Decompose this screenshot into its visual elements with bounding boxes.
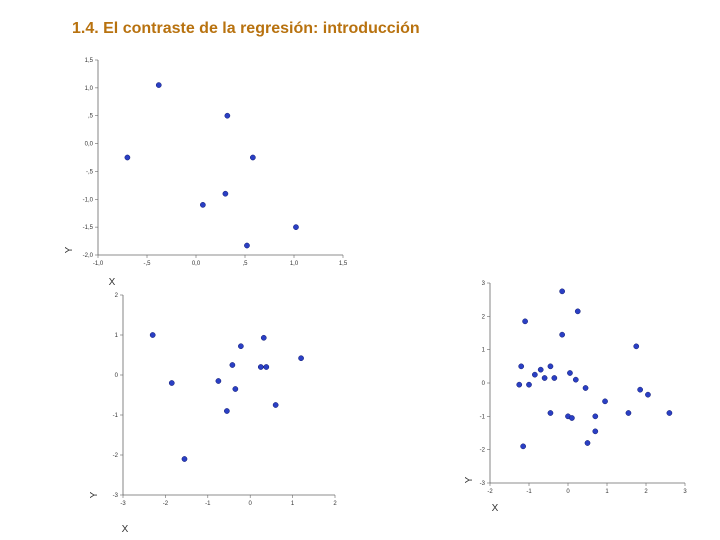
x-axis-label: X [122, 524, 129, 535]
data-point [298, 355, 304, 362]
y-tick-label: ,5 [88, 114, 94, 120]
y-tick-label: -2 [113, 453, 119, 459]
x-tick-label: -3 [120, 501, 126, 507]
x-axis-label: X [492, 503, 499, 514]
data-point [222, 190, 229, 197]
y-axis-label: Y [64, 246, 75, 253]
data-point [532, 371, 538, 378]
data-point [602, 398, 608, 405]
y-tick-label: 1,5 [85, 58, 94, 64]
x-tick-label: -1,0 [93, 261, 104, 267]
data-point [229, 362, 236, 368]
x-tick-label: 0 [249, 501, 253, 507]
data-point [551, 375, 558, 381]
data-point [516, 381, 523, 388]
data-point [520, 443, 527, 450]
x-tick-label: 1 [605, 489, 609, 495]
data-point [559, 331, 566, 338]
x-tick-label: 1,0 [290, 261, 299, 267]
y-tick-label: 2 [482, 314, 486, 320]
x-tick-label: -1 [526, 489, 532, 495]
data-point [257, 364, 264, 370]
y-tick-label: 1 [482, 348, 486, 354]
x-tick-label: 2 [333, 501, 337, 507]
data-point [293, 224, 299, 230]
data-point [224, 112, 231, 119]
data-point [215, 378, 222, 384]
data-point [272, 402, 279, 408]
data-point [181, 456, 188, 462]
x-tick-label: -2 [163, 501, 169, 507]
data-point [244, 242, 250, 249]
data-point [592, 428, 599, 435]
x-tick-label: 1,5 [339, 261, 348, 267]
data-point [572, 376, 579, 383]
data-point [541, 375, 548, 381]
y-tick-label: 0,0 [85, 142, 94, 148]
x-tick-label: 1 [291, 501, 295, 507]
y-tick-label: 3 [482, 281, 486, 287]
x-tick-label: -1 [205, 501, 211, 507]
y-tick-label: -3 [480, 481, 486, 487]
x-tick-label: 0,0 [192, 261, 201, 267]
data-point [518, 363, 525, 370]
y-axis-label: Y [89, 491, 100, 498]
data-point [260, 334, 267, 341]
y-tick-label: -3 [113, 493, 119, 499]
y-axis-label: Y [464, 476, 475, 483]
data-point [155, 82, 162, 88]
data-point [625, 410, 632, 416]
y-tick-label: -2 [480, 448, 486, 454]
data-point [547, 410, 554, 416]
data-point [633, 343, 640, 350]
data-point [666, 410, 673, 416]
x-axis-label: X [109, 277, 116, 288]
y-tick-label: -1 [113, 413, 119, 419]
data-point [537, 366, 544, 373]
y-tick-label: -1,0 [83, 197, 94, 203]
y-tick-label: -1,5 [83, 225, 94, 231]
data-point [522, 318, 528, 325]
data-point [569, 415, 575, 421]
y-tick-label: -2,0 [83, 253, 94, 259]
y-tick-label: 0 [482, 381, 486, 387]
data-point [637, 386, 643, 393]
data-point [526, 381, 532, 388]
data-point [547, 363, 554, 370]
slide-title: 1.4. El contraste de la regresión: intro… [72, 20, 420, 37]
y-tick-label: 1,0 [85, 86, 94, 92]
data-point [559, 288, 566, 295]
x-tick-label: 0 [566, 489, 570, 495]
data-point [582, 385, 589, 391]
data-point [249, 154, 256, 161]
x-tick-label: -2 [487, 489, 493, 495]
data-point [124, 154, 131, 161]
x-tick-label: -,5 [143, 261, 151, 267]
data-point [592, 413, 599, 420]
data-point [567, 370, 573, 376]
y-tick-label: 0 [115, 373, 119, 379]
data-point [149, 332, 156, 338]
data-point [168, 380, 175, 386]
data-point [232, 386, 239, 392]
data-point [574, 308, 581, 315]
x-tick-label: 3 [683, 489, 687, 495]
data-point [200, 202, 206, 208]
scatter-plot-bottom-left: -3 -2 -1 0 1 2 2 1 0 -1 -2 -3 X Y [89, 293, 337, 535]
y-tick-label: 1 [115, 333, 119, 339]
x-tick-label: ,5 [242, 261, 248, 267]
x-tick-label: 2 [644, 489, 648, 495]
data-point [584, 440, 591, 446]
y-tick-label: 2 [115, 293, 119, 299]
data-point [238, 343, 244, 350]
y-tick-label: -1 [480, 414, 486, 420]
data-point [263, 364, 270, 370]
y-tick-label: -,5 [86, 169, 94, 175]
scatter-plot-top: -1,0 -,5 0,0 ,5 1,0 1,5 1,5 1,0 ,5 0,0 -,5 -1,0 -1,5… [64, 58, 348, 288]
data-point [645, 391, 651, 398]
data-point [224, 408, 230, 414]
